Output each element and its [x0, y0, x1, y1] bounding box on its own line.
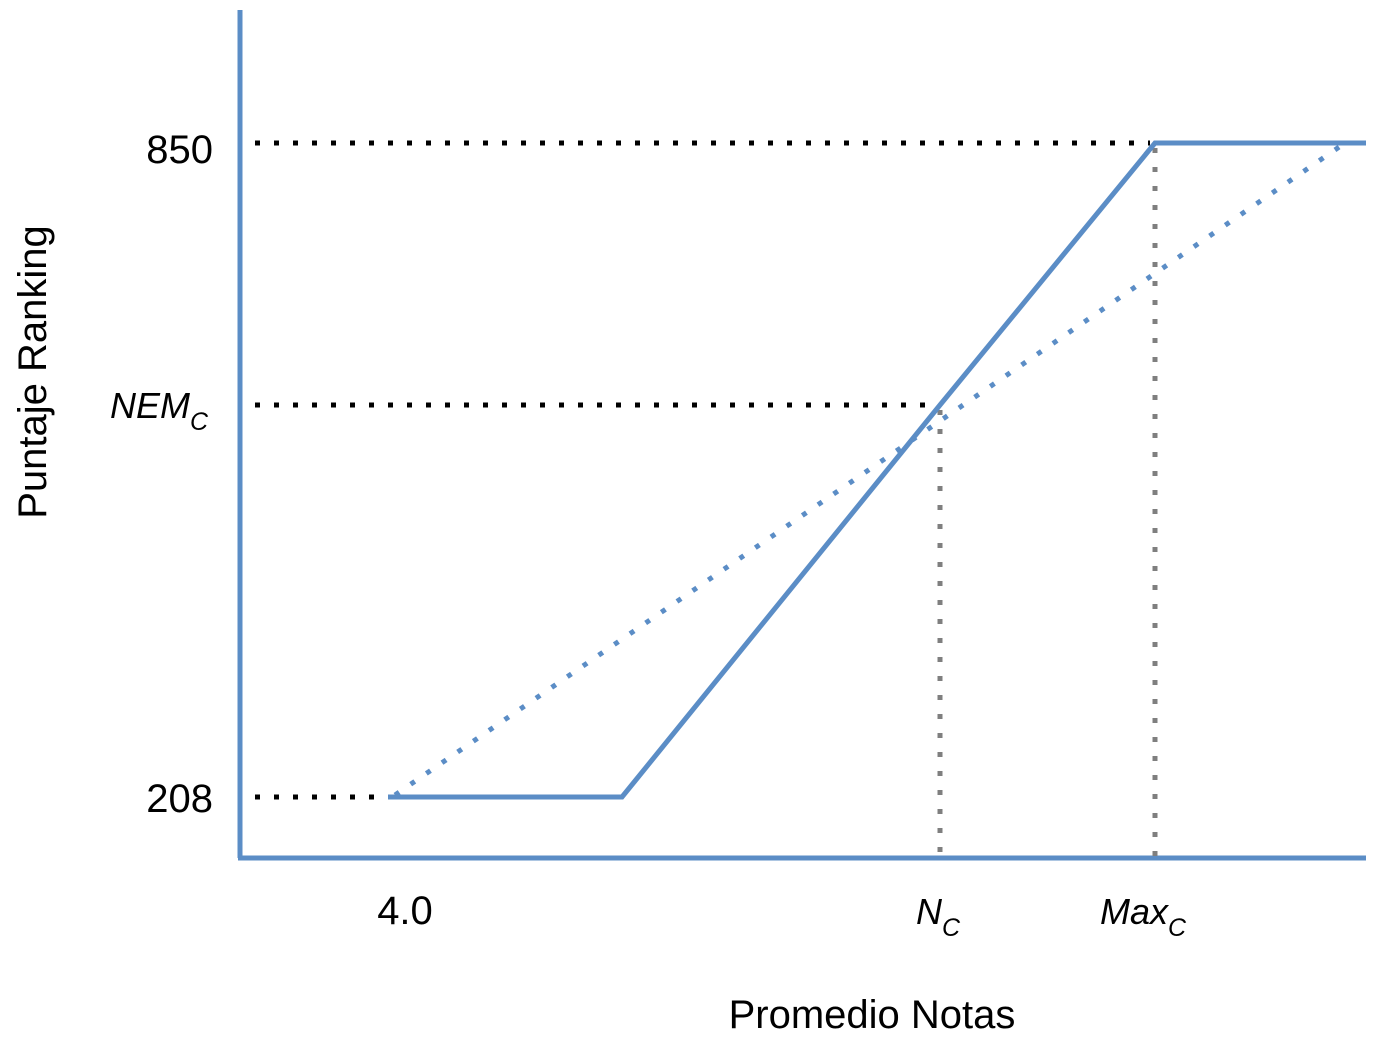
series-solid-line: [388, 143, 1366, 797]
y-tick-label-850: 850: [146, 128, 213, 172]
x-tick-label-nc-main: N: [916, 891, 943, 932]
x-tick-label-maxc: MaxC: [1100, 891, 1187, 942]
y-tick-label-nemc-sub: C: [190, 408, 209, 436]
y-tick-label-nemc-main: NEM: [110, 385, 190, 426]
x-tick-label-maxc-sub: C: [1168, 914, 1187, 942]
x-tick-label-nc: NC: [916, 891, 961, 942]
y-axis-title: Puntaje Ranking: [11, 225, 55, 519]
y-tick-label-nemc: NEMC: [110, 385, 209, 436]
y-tick-label-208: 208: [146, 777, 213, 821]
x-tick-label-nc-sub: C: [942, 914, 961, 942]
series-dotted-line: [395, 143, 1345, 795]
x-axis-title: Promedio Notas: [729, 993, 1016, 1037]
x-tick-label-maxc-main: Max: [1100, 891, 1170, 932]
x-tick-label-4: 4.0: [377, 889, 433, 933]
